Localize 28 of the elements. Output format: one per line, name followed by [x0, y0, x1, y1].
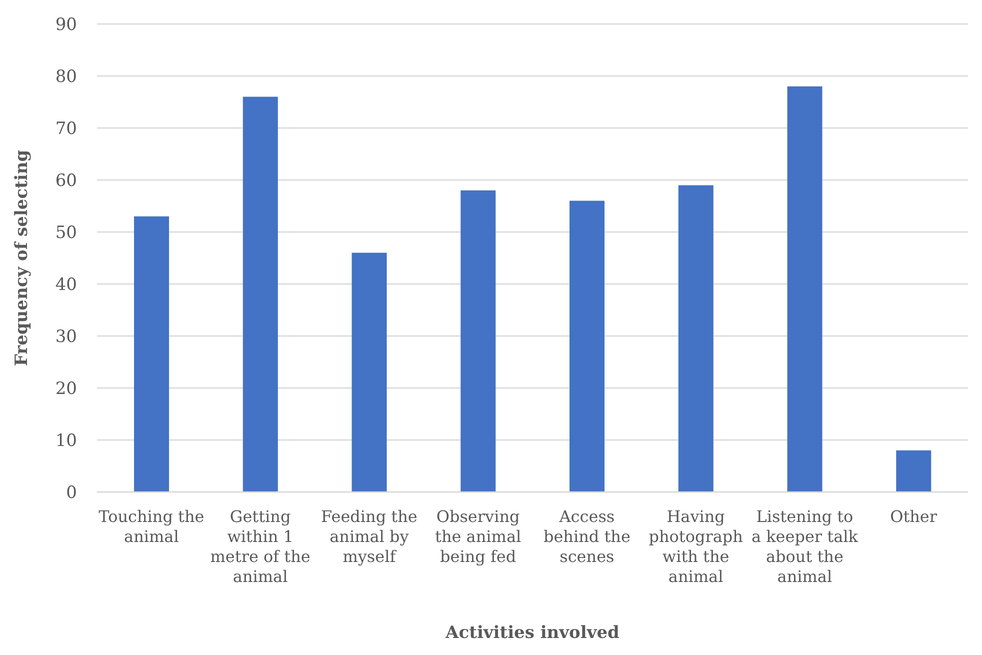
x-tick-label: Feeding the animal by myself	[321, 507, 418, 566]
x-tick-label: Getting within 1 metre of the animal	[210, 507, 310, 586]
x-tick-label: Having photograph with the animal	[648, 507, 743, 586]
y-tick-label: 70	[55, 119, 77, 140]
bar	[570, 200, 605, 492]
y-tick-label: 20	[55, 379, 77, 400]
y-axis-title: Frequency of selecting	[12, 150, 32, 366]
x-tick-label: Access behind the scenes	[543, 507, 630, 566]
y-tick-label: 60	[55, 171, 77, 192]
bar	[896, 450, 932, 492]
bar	[352, 252, 387, 492]
x-tick-label: Listening to a keeper talk about the animal	[751, 507, 858, 586]
y-tick-label: 0	[66, 483, 77, 504]
bar	[678, 185, 714, 492]
bar	[242, 96, 278, 492]
y-tick-label: 30	[55, 327, 77, 348]
x-tick-label: Observing the animal being fed	[435, 507, 522, 566]
x-axis-title: Activities involved	[444, 623, 620, 643]
y-tick-label: 80	[55, 67, 77, 88]
y-tick-label: 90	[55, 15, 77, 36]
bar	[460, 190, 496, 492]
y-tick-label: 50	[55, 223, 77, 244]
x-tick-label: Touching the animal	[98, 507, 204, 546]
x-tick-label: Other	[890, 507, 938, 526]
bar	[134, 216, 170, 492]
bar	[787, 86, 822, 492]
y-tick-label: 10	[55, 431, 77, 452]
y-tick-label: 40	[55, 275, 77, 296]
